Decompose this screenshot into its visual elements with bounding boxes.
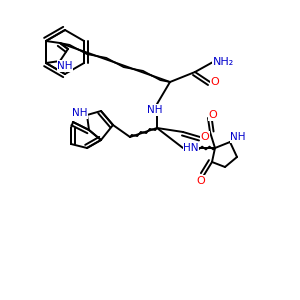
Text: HN: HN <box>183 143 199 153</box>
Text: NH: NH <box>230 132 246 142</box>
Text: O: O <box>208 110 217 120</box>
Text: NH: NH <box>147 105 163 115</box>
Text: O: O <box>201 132 209 142</box>
Text: O: O <box>196 176 206 186</box>
Text: NH: NH <box>72 108 88 118</box>
Text: O: O <box>211 77 219 87</box>
Text: NH₂: NH₂ <box>212 57 234 67</box>
Text: NH: NH <box>57 61 73 71</box>
